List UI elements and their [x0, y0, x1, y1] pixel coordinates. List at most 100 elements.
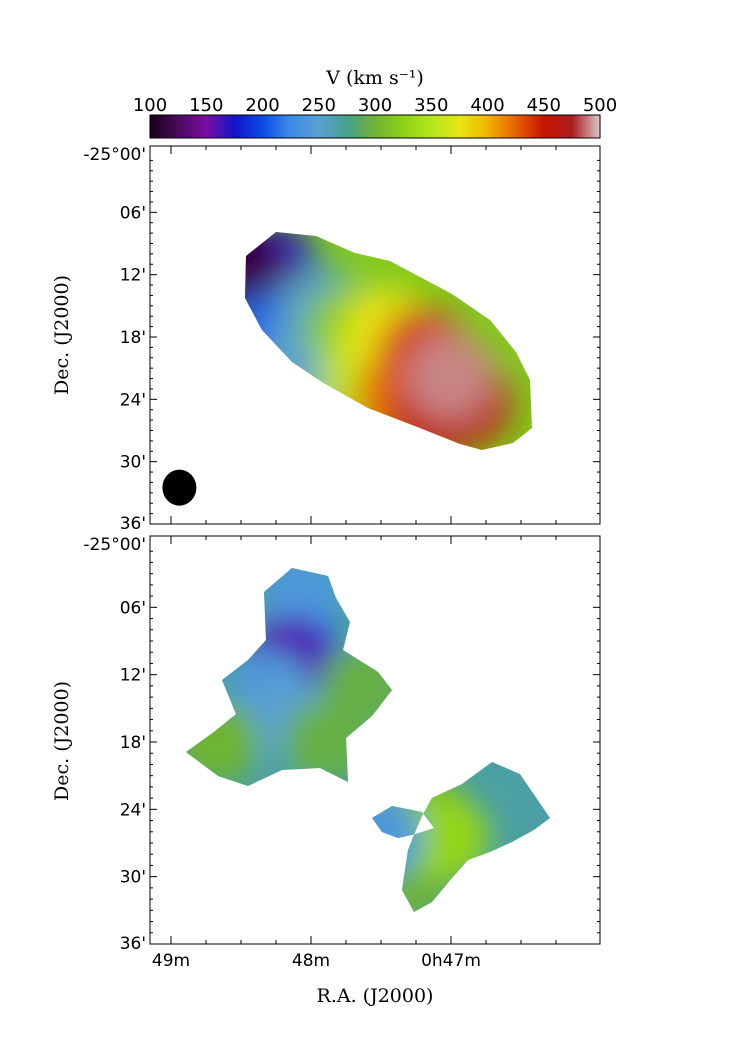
- colorbar-strip: [240, 115, 244, 138]
- colorbar-strip: [242, 115, 246, 138]
- colorbar-strip: [172, 115, 176, 138]
- colorbar-strip: [342, 115, 346, 138]
- colorbar-strip: [247, 115, 251, 138]
- colorbar-strip: [300, 115, 304, 138]
- colorbar-strip: [265, 115, 269, 138]
- colorbar-strip: [582, 115, 586, 138]
- colorbar-strip: [477, 115, 481, 138]
- colorbar-strip: [330, 115, 334, 138]
- y-tick-label: 18': [120, 733, 146, 753]
- colorbar-strip: [412, 115, 416, 138]
- colorbar-label: V (km s⁻¹): [325, 67, 424, 89]
- colorbar-strip: [542, 115, 546, 138]
- colorbar-strip: [470, 115, 474, 138]
- colorbar-strip: [337, 115, 341, 138]
- colorbar-strip: [230, 115, 234, 138]
- colorbar-strip: [282, 115, 286, 138]
- colorbar-strip: [152, 115, 156, 138]
- x-axis-label: R.A. (J2000): [317, 985, 434, 1007]
- colorbar-strip: [455, 115, 459, 138]
- colorbar-strip: [492, 115, 496, 138]
- colorbar-strip: [592, 115, 596, 138]
- colorbar-strip: [395, 115, 399, 138]
- colorbar-strip: [307, 115, 311, 138]
- colorbar-strip: [190, 115, 194, 138]
- colorbar-strip: [185, 115, 189, 138]
- x-tick-label: 49m: [152, 951, 190, 971]
- colorbar-strip: [502, 115, 506, 138]
- colorbar-strip: [512, 115, 516, 138]
- colorbar-strip: [420, 115, 424, 138]
- colorbar-strip: [317, 115, 321, 138]
- colorbar-strip: [597, 115, 601, 138]
- colorbar-strip: [235, 115, 239, 138]
- colorbar-strip: [177, 115, 181, 138]
- colorbar-strip: [150, 115, 154, 138]
- colorbar-strip: [547, 115, 551, 138]
- colorbar-strip: [475, 115, 479, 138]
- colorbar-strip: [497, 115, 501, 138]
- colorbar-strip: [460, 115, 464, 138]
- colorbar-strip: [510, 115, 514, 138]
- colorbar-strip: [312, 115, 316, 138]
- colorbar-strip: [530, 115, 534, 138]
- colorbar-strip: [295, 115, 299, 138]
- colorbar-strip: [322, 115, 326, 138]
- colorbar-strip: [210, 115, 214, 138]
- colorbar-strip: [332, 115, 336, 138]
- colorbar-strip: [272, 115, 276, 138]
- colorbar-strip: [197, 115, 201, 138]
- colorbar-strip: [585, 115, 589, 138]
- colorbar-strip: [212, 115, 216, 138]
- colorbar-strip: [595, 115, 599, 138]
- colorbar-tick-label: 250: [302, 95, 336, 116]
- colorbar-strip: [567, 115, 571, 138]
- colorbar-strip: [262, 115, 266, 138]
- colorbar-strip: [175, 115, 179, 138]
- y-tick-label: 36': [120, 934, 146, 954]
- colorbar-strip: [285, 115, 289, 138]
- colorbar-strip: [165, 115, 169, 138]
- colorbar-strip: [440, 115, 444, 138]
- colorbar-strip: [495, 115, 499, 138]
- colorbar-strip: [310, 115, 314, 138]
- colorbar-strip: [352, 115, 356, 138]
- colorbar-strip: [267, 115, 271, 138]
- colorbar-strip: [402, 115, 406, 138]
- y-tick-label: 18': [120, 328, 146, 348]
- colorbar-strip: [245, 115, 249, 138]
- colorbar-strip: [550, 115, 554, 138]
- colorbar-strip: [200, 115, 204, 138]
- colorbar-strip: [525, 115, 529, 138]
- colorbar-strip: [217, 115, 221, 138]
- colorbar-strip: [292, 115, 296, 138]
- y-tick-label: -25°00': [83, 145, 146, 165]
- colorbar-strip: [515, 115, 519, 138]
- colorbar-strip: [180, 115, 184, 138]
- colorbar-strip: [370, 115, 374, 138]
- y-tick-label: 30': [120, 868, 146, 888]
- colorbar-strip: [340, 115, 344, 138]
- bottom-panel: -25°00' 06' 12' 18' 24' 30' 36' 49m 48m 0h47m De…: [51, 535, 601, 1007]
- colorbar-tick-label: 300: [358, 95, 392, 116]
- colorbar-strip: [507, 115, 511, 138]
- colorbar-strip: [390, 115, 394, 138]
- y-tick-label: 36': [120, 514, 146, 534]
- colorbar-strip: [192, 115, 196, 138]
- colorbar-strip: [577, 115, 581, 138]
- velocity-blob: [404, 331, 495, 422]
- velocity-blob: [339, 795, 423, 880]
- colorbar-tick-label: 350: [414, 95, 448, 116]
- colorbar-strip: [527, 115, 531, 138]
- y-tick-label: 24': [120, 800, 146, 820]
- colorbar-strip: [170, 115, 174, 138]
- colorbar-strip: [302, 115, 306, 138]
- colorbar-strip: [215, 115, 219, 138]
- colorbar-strip: [565, 115, 569, 138]
- velocity-blob: [404, 795, 489, 880]
- colorbar-strip: [517, 115, 521, 138]
- colorbar-strip: [430, 115, 434, 138]
- colorbar-tick-label: 150: [189, 95, 223, 116]
- colorbar-strip: [425, 115, 429, 138]
- bottom-panel-ticks: [150, 536, 600, 944]
